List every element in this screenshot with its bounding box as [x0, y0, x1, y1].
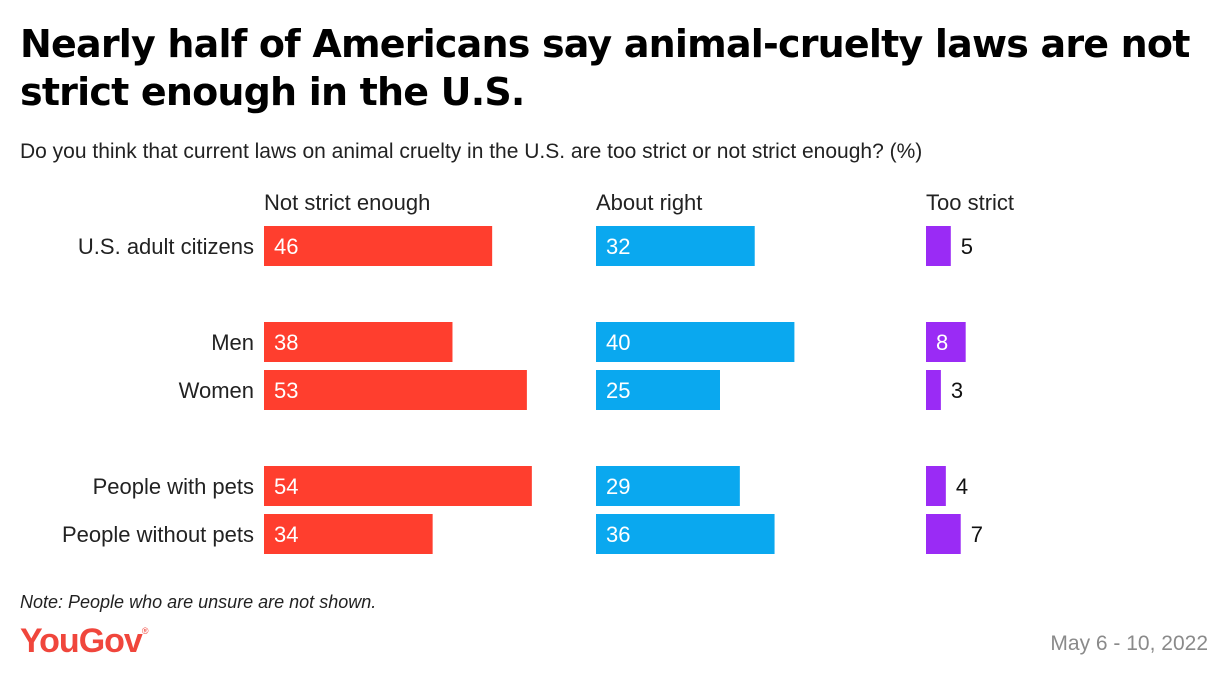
value-label-not-strict-enough-people-without-pets: 34 — [274, 522, 298, 547]
series-header-about-right: About right — [596, 190, 702, 215]
registered-mark: ® — [141, 626, 149, 636]
value-label-not-strict-enough-women: 53 — [274, 378, 298, 403]
bar-too-strict-people-without-pets — [926, 514, 961, 554]
category-label-u-s-adult-citizens: U.S. adult citizens — [78, 234, 254, 259]
bar-about-right-people-without-pets — [596, 514, 775, 554]
value-label-too-strict-u-s-adult-citizens: 5 — [961, 234, 973, 259]
survey-date: May 6 - 10, 2022 — [1050, 632, 1208, 655]
bar-too-strict-women — [926, 370, 941, 410]
value-label-not-strict-enough-u-s-adult-citizens: 46 — [274, 234, 298, 259]
value-label-about-right-people-with-pets: 29 — [606, 474, 630, 499]
value-label-about-right-u-s-adult-citizens: 32 — [606, 234, 630, 259]
bar-too-strict-men — [926, 322, 966, 362]
value-label-not-strict-enough-people-with-pets: 54 — [274, 474, 298, 499]
footnote: Note: People who are unsure are not show… — [20, 592, 377, 612]
value-label-about-right-women: 25 — [606, 378, 630, 403]
bar-not-strict-enough-people-with-pets — [264, 466, 532, 506]
bar-not-strict-enough-people-without-pets — [264, 514, 433, 554]
chart-subtitle: Do you think that current laws on animal… — [20, 140, 923, 163]
value-label-about-right-people-without-pets: 36 — [606, 522, 630, 547]
bar-not-strict-enough-men — [264, 322, 453, 362]
value-label-not-strict-enough-men: 38 — [274, 330, 298, 355]
bar-about-right-men — [596, 322, 795, 362]
bar-too-strict-u-s-adult-citizens — [926, 226, 951, 266]
category-label-women: Women — [179, 378, 254, 403]
bar-about-right-u-s-adult-citizens — [596, 226, 755, 266]
bar-about-right-people-with-pets — [596, 466, 740, 506]
bar-not-strict-enough-women — [264, 370, 527, 410]
value-label-too-strict-women: 3 — [951, 378, 963, 403]
yougov-logo: YouGov® — [20, 622, 149, 661]
bar-not-strict-enough-u-s-adult-citizens — [264, 226, 493, 266]
value-label-too-strict-people-with-pets: 4 — [956, 474, 968, 499]
value-label-about-right-men: 40 — [606, 330, 630, 355]
category-label-men: Men — [211, 330, 254, 355]
bar-too-strict-people-with-pets — [926, 466, 946, 506]
series-header-not-strict-enough: Not strict enough — [264, 190, 430, 215]
value-label-too-strict-men: 8 — [936, 330, 948, 355]
category-label-people-without-pets: People without pets — [62, 522, 254, 547]
value-label-too-strict-people-without-pets: 7 — [971, 522, 983, 547]
logo-text: YouGov — [20, 622, 143, 660]
category-label-people-with-pets: People with pets — [93, 474, 254, 499]
series-header-too-strict: Too strict — [926, 190, 1014, 215]
page-title: Nearly half of Americans say animal-crue… — [20, 22, 1190, 114]
bar-about-right-women — [596, 370, 720, 410]
